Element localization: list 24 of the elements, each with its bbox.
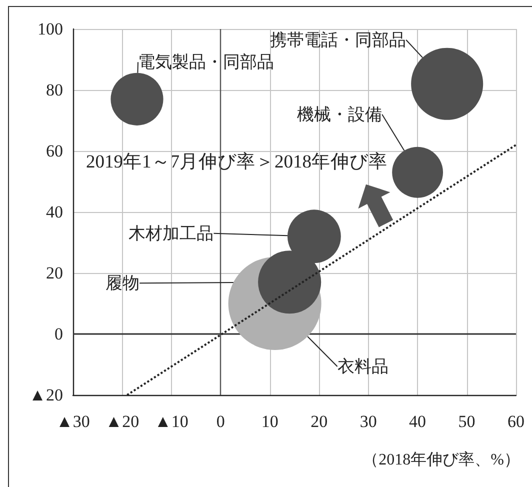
y-tick-label: 20 <box>46 264 63 282</box>
x-tick-label: ▲20 <box>105 412 140 431</box>
y-tick-label: 40 <box>46 202 63 222</box>
text: 履物 <box>106 274 140 293</box>
x-tick-label: 40 <box>409 412 426 431</box>
x-tick-label: 0 <box>216 412 225 431</box>
text: 木材加工品 <box>128 224 214 243</box>
x-tick-label: ▲30 <box>56 412 90 431</box>
series-label: 携帯電話・同部品 <box>270 30 406 50</box>
x-tick-label: 60 <box>508 412 524 431</box>
x-tick-label: 50 <box>458 412 476 431</box>
x-tick-label: 10 <box>261 412 278 431</box>
y-tick-label: 100 <box>38 20 63 38</box>
x-tick-label: 30 <box>360 412 377 431</box>
x-tick-label: 20 <box>310 412 328 431</box>
y-tick-label: 0 <box>54 324 63 344</box>
y-tick-label: 60 <box>46 142 63 160</box>
text: 機械・設備 <box>297 104 382 124</box>
series-label: 電気製品・同部品 <box>138 52 274 72</box>
x-axis-title: （2018年伸び率、%） <box>362 450 520 468</box>
x-tick-label: ▲10 <box>154 412 188 431</box>
y-tick-label: 80 <box>46 80 63 100</box>
y-tick-label: ▲20 <box>29 386 63 404</box>
text: 衣料品 <box>337 357 388 376</box>
